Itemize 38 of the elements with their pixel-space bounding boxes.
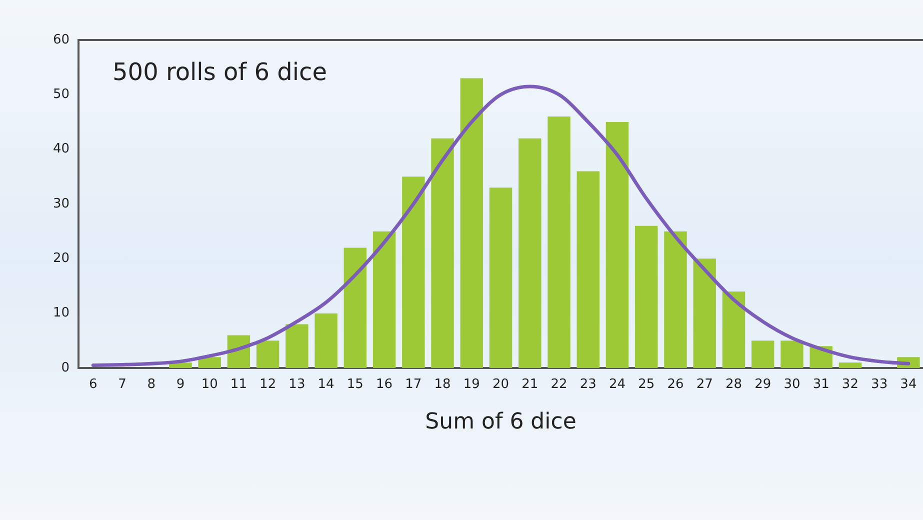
- x-tick-label: 31: [812, 377, 830, 392]
- x-tick-label: 17: [405, 377, 422, 392]
- x-tick-label: 24: [608, 377, 626, 392]
- x-tick-label: 30: [784, 377, 800, 392]
- x-tick-label: 20: [492, 377, 510, 392]
- x-tick-label: 21: [522, 377, 538, 392]
- x-axis-title: Sum of 6 dice: [425, 410, 576, 435]
- y-tick-label: 40: [52, 142, 70, 157]
- x-tick-label: 8: [147, 377, 156, 392]
- annotation: 500 rolls of 6 dice: [112, 58, 327, 86]
- x-tick-label: 34: [900, 377, 917, 392]
- x-tick-label: 28: [725, 377, 742, 392]
- y-tick-label: 50: [52, 87, 70, 102]
- x-tick-label: 29: [754, 377, 772, 392]
- x-tick-label: 22: [550, 377, 568, 392]
- y-tick-label: 0: [61, 360, 70, 376]
- x-tick-label: 19: [463, 377, 480, 392]
- y-tick-label: 20: [52, 251, 70, 266]
- y-tick-label: 60: [52, 32, 70, 48]
- x-tick-label: 10: [201, 377, 218, 392]
- x-tick-label: 7: [118, 377, 126, 392]
- x-tick-label: 13: [288, 377, 306, 392]
- x-tick-label: 18: [434, 377, 451, 392]
- y-tick-label: 10: [52, 306, 70, 321]
- y-tick-label: 30: [52, 196, 70, 212]
- x-tick-label: 14: [318, 377, 334, 392]
- x-tick-label: 12: [260, 377, 276, 392]
- x-tick-label: 15: [346, 377, 364, 392]
- x-tick-label: 27: [696, 377, 713, 392]
- x-tick-label: 25: [638, 377, 655, 392]
- x-tick-label: 9: [176, 377, 185, 392]
- x-tick-label: 16: [376, 377, 393, 392]
- x-tick-label: 11: [230, 377, 247, 392]
- x-tick-label: 6: [88, 377, 98, 392]
- x-tick-label: 26: [667, 377, 684, 392]
- x-tick-label: 23: [580, 377, 596, 392]
- x-tick-label: 33: [871, 377, 888, 392]
- x-tick-label: 32: [842, 377, 858, 392]
